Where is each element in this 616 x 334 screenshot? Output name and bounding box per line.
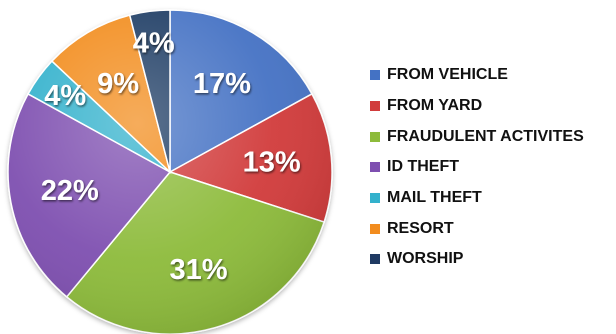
slice-value-label: 31% [169,254,227,286]
legend-item: MAIL THEFT [370,183,614,214]
pie-chart: 17% 13% 31% 22% 4% 9% 4% [7,9,333,334]
legend-swatch [370,70,380,81]
legend-item: FRAUDULENT ACTIVITES [370,121,614,152]
legend-item: FROM YARD [370,91,614,122]
legend: FROM VEHICLE FROM YARD FRAUDULENT ACTIVITE… [370,60,614,275]
legend-swatch [370,162,380,173]
legend-swatch [370,223,380,234]
slice-value-label: 4% [133,27,175,59]
slice-value-label: 17% [193,68,251,100]
legend-swatch [370,193,380,204]
slice-value-label: 13% [243,146,301,178]
legend-swatch [370,101,380,112]
legend-label: ID THEFT [387,158,459,176]
legend-item: RESORT [370,213,614,244]
legend-swatch [370,131,380,142]
legend-swatch [370,254,380,265]
legend-label: RESORT [387,219,454,237]
legend-item: ID THEFT [370,152,614,183]
legend-label: MAIL THEFT [387,189,482,207]
slice-value-label: 4% [44,80,86,112]
slice-value-label: 22% [41,175,99,207]
legend-item: WORSHIP [370,244,614,275]
legend-item: FROM VEHICLE [370,60,614,91]
legend-label: FROM VEHICLE [387,66,508,84]
legend-label: WORSHIP [387,250,464,268]
slice-value-label: 9% [97,68,139,100]
legend-label: FROM YARD [387,97,483,115]
legend-label: FRAUDULENT ACTIVITES [387,127,584,145]
